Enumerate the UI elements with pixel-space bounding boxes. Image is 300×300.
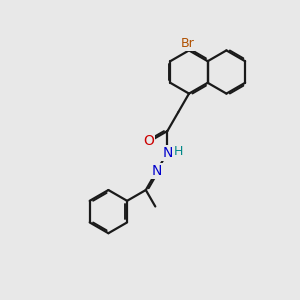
Text: N: N <box>162 146 172 160</box>
Text: Br: Br <box>181 37 194 50</box>
Text: O: O <box>143 134 154 148</box>
Text: H: H <box>174 145 184 158</box>
Text: N: N <box>152 164 162 178</box>
